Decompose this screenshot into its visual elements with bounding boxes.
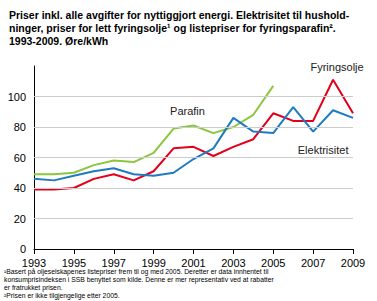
svg-text:60: 60: [14, 152, 26, 164]
svg-text:Fyringsolje: Fyringsolje: [310, 61, 363, 73]
svg-text:40: 40: [14, 182, 26, 194]
svg-text:1999: 1999: [141, 257, 165, 269]
svg-text:80: 80: [14, 121, 26, 133]
svg-text:2001: 2001: [181, 257, 205, 269]
svg-text:2005: 2005: [261, 257, 285, 269]
svg-text:2009: 2009: [341, 257, 365, 269]
svg-text:0: 0: [20, 243, 26, 255]
svg-text:er fratrukket prisen.: er fratrukket prisen.: [4, 284, 63, 292]
svg-text:²Prisen er ikke tilgjengelige: ²Prisen er ikke tilgjengelige etter 2005…: [4, 292, 120, 300]
svg-text:1993-2009. Øre/kWh: 1993-2009. Øre/kWh: [9, 35, 108, 47]
svg-text:Priser inkl. alle avgifter for: Priser inkl. alle avgifter for nyttiggjo…: [9, 9, 350, 21]
svg-text:100: 100: [8, 91, 26, 103]
svg-text:Elektrisitet: Elektrisitet: [298, 144, 349, 156]
svg-text:2007: 2007: [301, 257, 325, 269]
svg-text:Parafin: Parafin: [170, 105, 205, 117]
svg-text:1995: 1995: [62, 257, 86, 269]
svg-text:1997: 1997: [102, 257, 126, 269]
svg-text:konsumprisindeksen i SSB benyt: konsumprisindeksen i SSB benyttet som ki…: [4, 276, 274, 284]
svg-text:20: 20: [14, 213, 26, 225]
svg-text:¹Basert på oljeselskapenes lis: ¹Basert på oljeselskapenes listepriser f…: [4, 268, 269, 276]
svg-text:2003: 2003: [221, 257, 245, 269]
svg-text:ninger, priser for lett fyring: ninger, priser for lett fyringsolje¹ og …: [9, 22, 336, 34]
svg-text:1993: 1993: [22, 257, 46, 269]
